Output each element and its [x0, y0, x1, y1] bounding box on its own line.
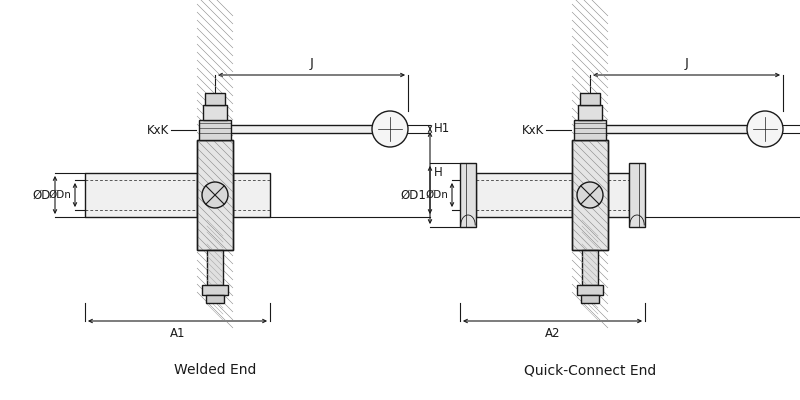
Bar	[206, 295, 224, 303]
Bar	[207, 250, 223, 285]
Circle shape	[747, 111, 783, 147]
Text: A2: A2	[545, 327, 560, 340]
Bar	[572, 140, 608, 250]
Bar	[574, 120, 606, 140]
Text: H: H	[434, 166, 442, 180]
Text: J: J	[310, 57, 314, 70]
Bar	[577, 285, 603, 295]
Bar	[606, 125, 765, 133]
Text: ØD: ØD	[33, 188, 51, 202]
Bar	[205, 93, 225, 105]
Bar	[203, 105, 227, 120]
Bar	[578, 105, 602, 120]
Bar	[581, 295, 599, 303]
Bar	[202, 285, 228, 295]
Circle shape	[372, 111, 408, 147]
Text: J: J	[685, 57, 689, 70]
Text: A1: A1	[170, 327, 186, 340]
Bar	[233, 173, 270, 217]
Text: Quick-Connect End: Quick-Connect End	[524, 363, 656, 377]
Text: KxK: KxK	[146, 124, 169, 136]
Bar	[476, 173, 572, 217]
Text: Welded End: Welded End	[174, 363, 256, 377]
Bar	[199, 120, 231, 140]
Circle shape	[202, 182, 228, 208]
Bar	[197, 140, 233, 250]
Text: ØDn: ØDn	[48, 190, 71, 200]
Bar	[608, 173, 629, 217]
Bar	[572, 140, 608, 250]
Bar	[629, 163, 645, 227]
Bar	[231, 125, 390, 133]
Text: KxK: KxK	[522, 124, 544, 136]
Circle shape	[577, 182, 603, 208]
Text: H1: H1	[434, 122, 450, 136]
Bar	[85, 173, 197, 217]
Bar	[460, 163, 476, 227]
Bar	[582, 250, 598, 285]
Text: ØDn: ØDn	[425, 190, 448, 200]
Text: ØD1: ØD1	[400, 188, 426, 202]
Bar	[580, 93, 600, 105]
Bar	[197, 140, 233, 250]
